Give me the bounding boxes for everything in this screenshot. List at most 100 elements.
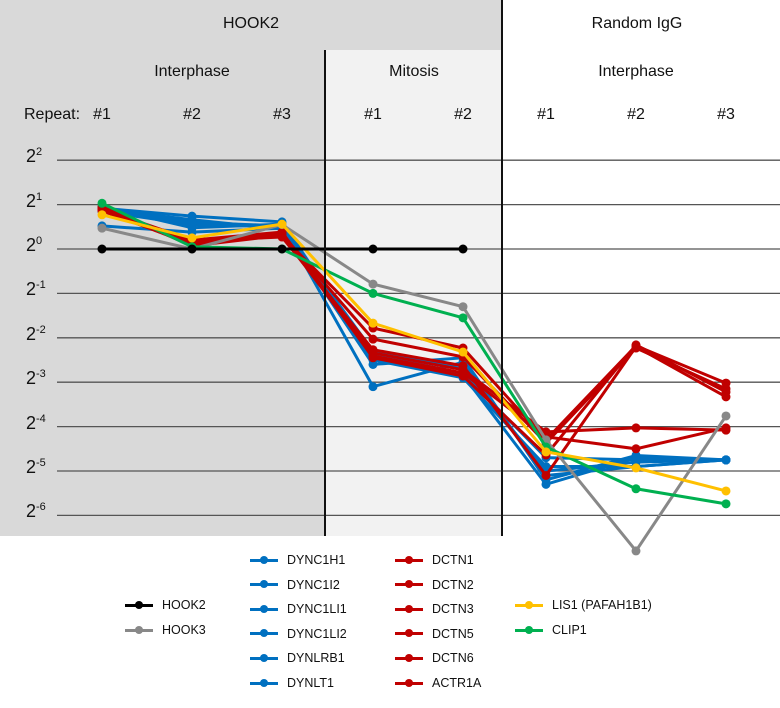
legend-label: HOOK3 bbox=[162, 623, 206, 637]
x-tick-label: #2 bbox=[627, 106, 645, 123]
y-tick-label: 2-2 bbox=[26, 323, 46, 344]
data-point-hook2 bbox=[187, 244, 197, 254]
repeat-label: Repeat: bbox=[24, 106, 81, 123]
data-point-lis1-pafah1b1 bbox=[187, 233, 197, 243]
legend-label: DYNC1LI2 bbox=[287, 626, 347, 641]
data-point-dynlt1 bbox=[631, 455, 641, 465]
data-point-lis1-pafah1b1 bbox=[721, 486, 731, 496]
data-point-dynlrb1 bbox=[541, 462, 551, 472]
data-point-hook3 bbox=[97, 223, 107, 233]
legend-swatch bbox=[395, 653, 423, 662]
y-tick-label: 2-4 bbox=[26, 412, 46, 433]
legend-swatch bbox=[125, 600, 153, 609]
x-tick-label: #3 bbox=[717, 106, 735, 123]
data-point-clip1 bbox=[368, 288, 378, 298]
series-hook2 bbox=[97, 244, 468, 254]
data-point-dynlt1 bbox=[187, 215, 197, 225]
x-tick-label: #1 bbox=[537, 106, 555, 123]
legend-label: CLIP1 bbox=[552, 623, 587, 637]
data-point-dync1li1 bbox=[368, 382, 378, 392]
group-header-hook2: HOOK2 bbox=[222, 15, 280, 32]
legend-label: DYNLT1 bbox=[287, 676, 335, 690]
legend-item-dctn1: DCTN1 bbox=[395, 553, 474, 567]
phase-header-interphase-igg: Interphase bbox=[598, 63, 674, 80]
legend-label: DCTN5 bbox=[432, 626, 474, 641]
legend-swatch bbox=[250, 555, 278, 564]
legend-item-hook3: HOOK3 bbox=[125, 623, 206, 637]
data-point-hook3 bbox=[631, 546, 641, 556]
series-hook3 bbox=[97, 220, 731, 556]
x-tick-label: #1 bbox=[364, 106, 382, 123]
legend-swatch bbox=[395, 555, 423, 564]
x-tick-label: #2 bbox=[183, 106, 201, 123]
legend-item-dctn2: DCTN2 bbox=[395, 578, 474, 592]
legend-swatch bbox=[515, 625, 543, 634]
series-line-lis1-pafah1b1 bbox=[101, 213, 727, 493]
mitosis-divider bbox=[324, 50, 326, 536]
legend-label: DCTN1 bbox=[432, 553, 474, 567]
data-point-clip1 bbox=[631, 484, 641, 494]
legend-label: DCTN2 bbox=[432, 577, 474, 592]
series-lis1-pafah1b1 bbox=[97, 210, 731, 496]
data-point-actr1a bbox=[721, 387, 731, 397]
legend-item-actr1a: ACTR1A bbox=[395, 676, 481, 690]
data-point-dctn2 bbox=[368, 334, 378, 344]
phase-header-mitosis: Mitosis bbox=[389, 63, 439, 80]
legend-swatch bbox=[515, 600, 543, 609]
data-point-lis1-pafah1b1 bbox=[541, 447, 551, 457]
data-point-hook3 bbox=[368, 279, 378, 289]
legend-item-dync1i2: DYNC1I2 bbox=[250, 578, 340, 592]
legend-swatch bbox=[125, 625, 153, 634]
x-tick-label: #3 bbox=[273, 106, 291, 123]
legend-item-clip1: CLIP1 bbox=[515, 623, 587, 637]
y-tick-label: 2-6 bbox=[26, 501, 46, 522]
legend-swatch bbox=[250, 580, 278, 589]
series-line-dctn3 bbox=[101, 207, 727, 478]
group-header-random-igg: Random IgG bbox=[591, 15, 683, 32]
data-point-hook3 bbox=[721, 411, 731, 421]
legend-swatch bbox=[395, 629, 423, 638]
series-line-actr1a bbox=[101, 207, 727, 458]
series-line-clip1 bbox=[101, 201, 727, 506]
data-point-hook2 bbox=[458, 244, 468, 254]
data-point-clip1 bbox=[97, 198, 107, 208]
legend-label: DYNLRB1 bbox=[287, 651, 345, 666]
data-point-lis1-pafah1b1 bbox=[368, 318, 378, 328]
y-tick-label: 20 bbox=[26, 235, 43, 255]
data-point-hook2 bbox=[368, 244, 378, 254]
legend-label: DCTN6 bbox=[432, 651, 474, 666]
legend-label: DYNC1H1 bbox=[287, 553, 346, 567]
data-point-actr1a bbox=[277, 227, 287, 237]
y-tick-label: 2-1 bbox=[26, 279, 46, 300]
data-point-dctn6 bbox=[631, 444, 641, 454]
data-point-hook2 bbox=[277, 244, 287, 254]
legend-label: LIS1 (PAFAH1B1) bbox=[552, 598, 652, 612]
data-point-lis1-pafah1b1 bbox=[97, 210, 107, 220]
legend-swatch bbox=[395, 604, 423, 613]
legend-item-dync1li2: DYNC1LI2 bbox=[250, 627, 347, 641]
y-tick-label: 2-5 bbox=[26, 457, 46, 477]
legend-item-dync1h1: DYNC1H1 bbox=[250, 553, 345, 567]
legend-label: HOOK2 bbox=[162, 598, 206, 612]
data-point-clip1 bbox=[721, 499, 731, 509]
data-point-lis1-pafah1b1 bbox=[458, 347, 468, 357]
data-point-dctn6 bbox=[721, 423, 731, 433]
data-point-actr1a bbox=[631, 340, 641, 350]
legend-swatch bbox=[395, 580, 423, 589]
data-point-actr1a bbox=[368, 353, 378, 363]
series-line-dctn5 bbox=[101, 209, 727, 434]
data-point-lis1-pafah1b1 bbox=[631, 463, 641, 473]
data-point-dynlt1 bbox=[721, 455, 731, 465]
x-tick-label: #1 bbox=[93, 106, 111, 123]
igg-divider bbox=[501, 0, 503, 536]
legend-label: ACTR1A bbox=[432, 676, 482, 690]
legend-swatch bbox=[250, 604, 278, 613]
legend-label: DYNC1LI1 bbox=[287, 602, 347, 617]
legend-item-lis1-pafah1b1: LIS1 (PAFAH1B1) bbox=[515, 598, 652, 612]
legend-item-dync1li1: DYNC1LI1 bbox=[250, 602, 347, 616]
legend-label: DCTN3 bbox=[432, 602, 474, 617]
legend-item-dctn3: DCTN3 bbox=[395, 602, 474, 616]
data-point-hook3 bbox=[458, 302, 468, 312]
x-tick-label: #2 bbox=[454, 106, 472, 123]
